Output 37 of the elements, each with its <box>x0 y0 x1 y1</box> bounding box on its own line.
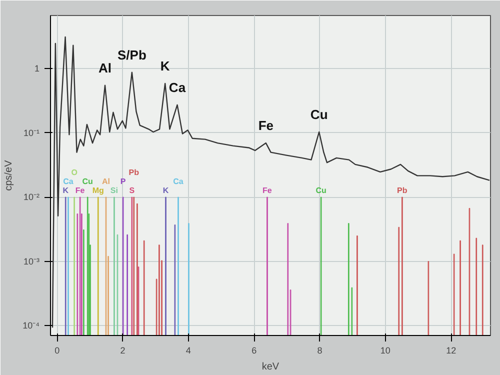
y-axis-title: cps/eV <box>4 160 15 191</box>
series-label: Pb <box>397 186 408 196</box>
text: Fe <box>262 186 272 196</box>
x-axis-title: keV <box>262 362 280 372</box>
x-tick-label: 4 <box>186 346 191 356</box>
y-tick-label: 10⁻² <box>23 192 40 202</box>
series-label: Al <box>102 177 110 186</box>
text: O <box>71 168 78 178</box>
annotation: S/Pb <box>117 47 146 62</box>
annotation: Cu <box>310 106 328 122</box>
x-tick-label: 12 <box>446 346 456 356</box>
annotation: Fe <box>258 118 274 134</box>
x-tick-label: 2 <box>120 346 126 356</box>
x-tick-label: 0 <box>54 346 60 356</box>
series-label: Ca <box>173 177 184 186</box>
text: K <box>162 186 169 196</box>
y-tick-label: 10⁻¹ <box>23 128 40 138</box>
annotation: K <box>160 58 170 74</box>
y-tick-label: 1 <box>34 64 40 74</box>
text: Cu <box>82 177 93 186</box>
series-label: S <box>129 186 136 196</box>
series-label: Cu <box>316 186 327 196</box>
x-tick-label: 6 <box>252 346 257 356</box>
text: Ca <box>63 177 74 186</box>
series-label: P <box>120 177 126 186</box>
series-label: K <box>62 186 69 196</box>
series-label: Si <box>110 186 118 196</box>
line-series <box>52 36 490 328</box>
x-tick-label: 10 <box>380 346 390 356</box>
series-label: Mg <box>92 186 104 196</box>
x-tick-label: 8 <box>317 346 322 356</box>
series-label: Fe <box>75 186 86 196</box>
y-tick-label: 10⁻³ <box>23 256 40 266</box>
y-tick-label: 10⁻⁴ <box>22 320 40 331</box>
annotation: Al <box>98 60 112 76</box>
text: Pb <box>128 168 140 178</box>
annotation: Ca <box>168 80 186 95</box>
